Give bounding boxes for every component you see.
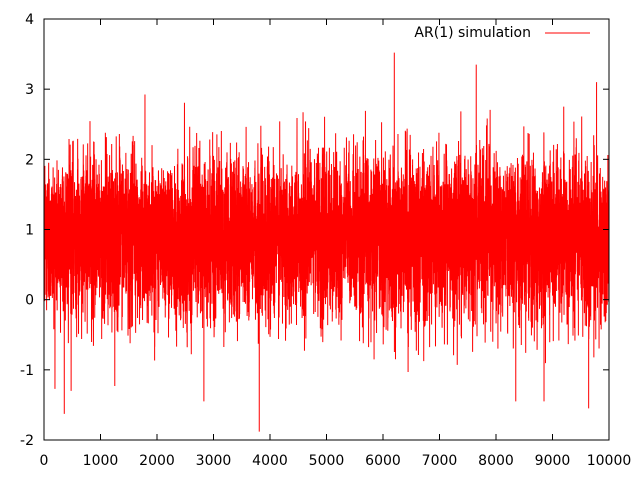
y-tick-label: 1 bbox=[25, 223, 34, 239]
y-tick-label: 0 bbox=[25, 293, 34, 309]
x-tick-label: 9000 bbox=[535, 453, 571, 469]
x-tick-label: 0 bbox=[40, 453, 49, 469]
legend-label: AR(1) simulation bbox=[414, 25, 531, 41]
x-tick-label: 1000 bbox=[83, 453, 119, 469]
x-tick-label: 10000 bbox=[587, 453, 632, 469]
x-tick-label: 6000 bbox=[365, 453, 401, 469]
x-tick-label: 8000 bbox=[478, 453, 514, 469]
x-tick-label: 7000 bbox=[422, 453, 458, 469]
series-layer bbox=[43, 52, 610, 432]
y-tick-label: -2 bbox=[20, 433, 34, 449]
y-tick-label: 2 bbox=[25, 152, 34, 168]
legend: AR(1) simulation bbox=[414, 25, 590, 41]
x-tick-label: 4000 bbox=[252, 453, 288, 469]
y-tick-label: 4 bbox=[25, 12, 34, 28]
x-tick-label: 2000 bbox=[139, 453, 175, 469]
x-tick-label: 5000 bbox=[309, 453, 345, 469]
ticks-layer: 0 1000 2000 3000 4000 5000 6000 7000 8000 9000 100… bbox=[20, 12, 631, 469]
series-line bbox=[43, 52, 610, 432]
y-tick-label: -1 bbox=[20, 363, 34, 379]
y-tick-label: 3 bbox=[25, 82, 34, 98]
x-tick-label: 3000 bbox=[196, 453, 232, 469]
